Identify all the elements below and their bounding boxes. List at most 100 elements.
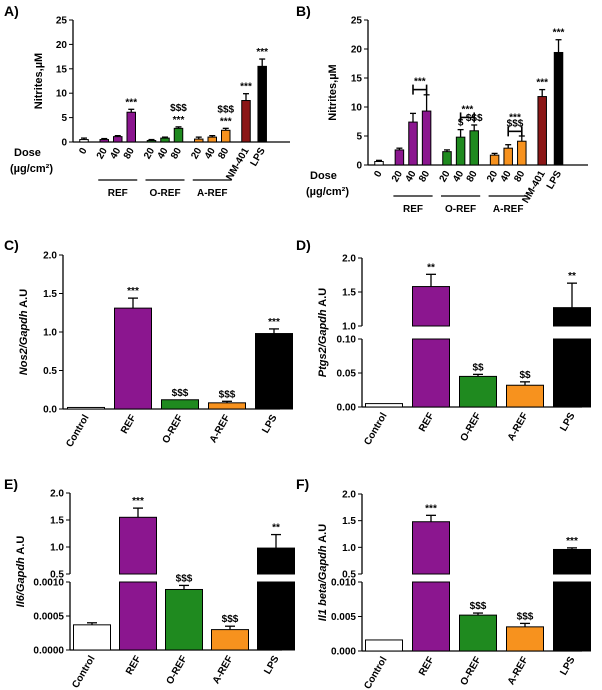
- panel-1-x-label: 20: [438, 169, 453, 185]
- panel-1-group-label: A-REF: [493, 204, 524, 215]
- panel-2-annotation: $$$: [172, 388, 189, 399]
- panel-1-tick-label: 15: [351, 74, 363, 85]
- panel-1-y-title: Nitrites,µM: [327, 64, 339, 120]
- panel-3-y-title: Ptgs2/Gapdh A.U: [317, 288, 329, 377]
- panel-0-x-label: 0: [77, 146, 90, 157]
- panel-1-bar: [503, 147, 513, 166]
- panel-2-annotation: ***: [127, 286, 139, 297]
- panel-4-upper-tick-label: 1.0: [50, 543, 64, 554]
- panel-0-bar: [241, 100, 251, 143]
- panel-3-bar: [365, 403, 403, 408]
- panel-4-bar-lower: [119, 581, 157, 651]
- panel-1-label: B): [296, 3, 311, 19]
- panel-1-tick-label: 5: [356, 132, 362, 143]
- panel-0-label: A): [4, 3, 19, 19]
- panel-0-bar: [221, 129, 231, 143]
- panel-0-annotation: ***: [220, 116, 232, 127]
- panel-1-tick-label: 0: [356, 161, 362, 172]
- panel-5-annotation: $$$: [470, 601, 487, 612]
- panel-5-annotation: ***: [566, 536, 578, 547]
- panel-1-bracket-annotation: ***: [509, 113, 521, 124]
- panel-1-bracket-annotation: ***: [414, 77, 426, 88]
- panel-4-lower-tick-label: 0.0005: [33, 612, 64, 623]
- panel-2-annotation: $$$: [219, 389, 236, 400]
- panel-2-x-label: REF: [119, 413, 139, 436]
- panel-4-upper-tick-label: 0.5: [50, 570, 64, 581]
- panel-2-bar: [208, 402, 246, 410]
- panel-0-tick-label: 0: [61, 138, 67, 149]
- panel-0-annotation: ***: [173, 115, 185, 126]
- panel-3-lower-tick-label: 0.10: [337, 335, 357, 346]
- panel-2-bar: [161, 399, 199, 410]
- panel-5-x-label: A-REF: [506, 655, 531, 687]
- panel-0-group-label: A-REF: [197, 188, 228, 199]
- panel-1-x-label: 40: [404, 169, 419, 185]
- panel-5-label: F): [296, 476, 309, 492]
- panel-4-lower-tick-label: 0.0000: [33, 646, 64, 657]
- panel-1-x-label: 80: [417, 169, 432, 185]
- panel-1-annotation: ***: [553, 28, 565, 39]
- ylabel-suffix: A.U: [317, 524, 329, 546]
- panel-0-tick-label: 5: [61, 113, 67, 124]
- panel-3-x-label: A-REF: [506, 411, 531, 443]
- panel-0-x-label: 20: [95, 146, 110, 162]
- panel-1-bar: [537, 96, 547, 166]
- panel-3-upper-tick-label: 1.0: [342, 322, 356, 333]
- ylabel-suffix: A.U: [15, 536, 27, 558]
- panel-0-x-label: 20: [142, 146, 157, 162]
- panel-0-bar: [160, 137, 170, 143]
- panel-2-x-label: O-REF: [161, 413, 186, 445]
- panel-5-upper-tick-label: 2.0: [342, 490, 356, 501]
- panel-0-annotation: ***: [125, 97, 137, 108]
- panel-0-tick-label: 25: [56, 16, 68, 27]
- panel-2-x-label: Control: [64, 413, 91, 449]
- panel-1-bar: [374, 161, 384, 166]
- ylabel-italic: Nos2/Gapdh: [18, 310, 30, 375]
- panel-4-bar: [73, 624, 111, 651]
- panel-4-annotation: $$$: [222, 614, 239, 625]
- panel-4-upper-tick-label: 1.5: [50, 516, 64, 527]
- panel-0-bar: [173, 127, 184, 143]
- panel-4-annotation: $$$: [176, 573, 193, 584]
- ylabel-italic: Il1 beta/Gapdh: [317, 545, 329, 621]
- panel-4-x-label: A-REF: [211, 654, 236, 686]
- panel-4-bar-upper: [257, 547, 295, 575]
- panel-2-tick-label: 1.5: [43, 289, 57, 300]
- panel-5-x-label: O-REF: [459, 655, 484, 687]
- ylabel-suffix: A.U: [18, 289, 30, 311]
- panel-4-x-label: O-REF: [165, 654, 190, 686]
- panel-1-group-label: REF: [403, 204, 423, 215]
- panel-1-bar: [408, 121, 418, 166]
- panel-0-x-label: 40: [108, 146, 123, 162]
- panel-0-dose-unit: (µg/cm²): [10, 163, 53, 175]
- panel-1-x-label: 40: [451, 169, 466, 185]
- panel-3-lower-tick-label: 0.05: [337, 369, 357, 380]
- panel-5-lower-tick-label: 0.005: [331, 612, 356, 623]
- panel-1-tick-label: 20: [351, 45, 363, 56]
- panel-3-x-label: Control: [362, 411, 389, 447]
- panel-3-upper-tick-label: 1.5: [342, 288, 356, 299]
- panel-4-label: E): [4, 476, 18, 492]
- panel-3-upper-tick-label: 2.0: [342, 254, 356, 265]
- panel-0-tick-label: 10: [56, 89, 68, 100]
- panel-1-tick-label: 10: [351, 103, 363, 114]
- panel-1-x-label: 40: [499, 169, 514, 185]
- panel-1-x-label: 80: [512, 169, 527, 185]
- panel-5-y-title: Il1 beta/Gapdh A.U: [317, 524, 329, 621]
- ylabel-italic: Il6/Gapdh: [15, 557, 27, 607]
- panel-5-bar-lower: [412, 581, 450, 652]
- panel-0-group-label: REF: [108, 188, 128, 199]
- panel-3-bar-lower: [412, 338, 450, 408]
- panel-0-annotation: ***: [256, 47, 268, 58]
- panel-2-tick-label: 1.0: [43, 328, 57, 339]
- panel-2-x-label: A-REF: [208, 413, 233, 445]
- panel-3-x-label: LPS: [558, 411, 577, 434]
- panel-2-tick-label: 0.5: [43, 366, 57, 377]
- panel-5-bar-upper: [412, 521, 450, 575]
- panel-2-tick-label: 0.0: [43, 405, 57, 416]
- panel-5-bar: [365, 639, 403, 652]
- panel-0-bar: [113, 136, 123, 143]
- panel-4-x-label: REF: [124, 654, 144, 677]
- panel-3-bar-upper: [553, 307, 591, 327]
- panel-3-annotation: $$: [472, 362, 484, 373]
